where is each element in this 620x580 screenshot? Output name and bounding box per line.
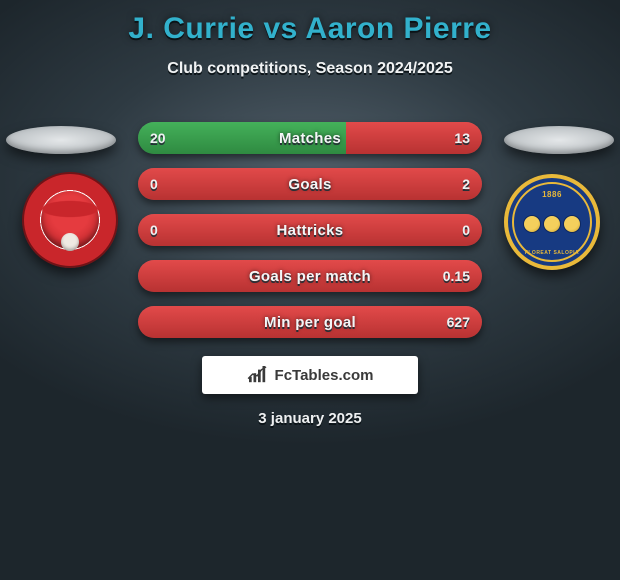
- date-line: 3 january 2025: [0, 410, 620, 427]
- stat-label: Matches: [138, 122, 482, 154]
- club-crest-left: [22, 172, 118, 268]
- stat-bar: 627Min per goal: [138, 306, 482, 338]
- platform-right: [504, 126, 614, 154]
- stats-list: 2013Matches 02Goals 00Hattricks 0.15Goals p…: [138, 122, 482, 338]
- stat-label: Goals: [138, 168, 482, 200]
- club-crest-right: 1886 FLOREAT SALOPIA: [504, 174, 600, 270]
- stat-bar: 0.15Goals per match: [138, 260, 482, 292]
- stat-bar: 2013Matches: [138, 122, 482, 154]
- stat-bar: 00Hattricks: [138, 214, 482, 246]
- stat-bar: 02Goals: [138, 168, 482, 200]
- comparison-card: J. Currie vs Aaron Pierre Club competiti…: [0, 0, 620, 580]
- platform-left: [6, 126, 116, 154]
- crest-year: 1886: [508, 190, 596, 199]
- crest-motto: FLOREAT SALOPIA: [525, 250, 579, 256]
- stat-label: Min per goal: [138, 306, 482, 338]
- page-subtitle: Club competitions, Season 2024/2025: [0, 60, 620, 78]
- stat-label: Hattricks: [138, 214, 482, 246]
- brand-text: FcTables.com: [275, 367, 374, 384]
- brand-badge[interactable]: FcTables.com: [202, 356, 418, 394]
- bar-chart-icon: [247, 366, 269, 384]
- stat-label: Goals per match: [138, 260, 482, 292]
- page-title: J. Currie vs Aaron Pierre: [0, 0, 620, 46]
